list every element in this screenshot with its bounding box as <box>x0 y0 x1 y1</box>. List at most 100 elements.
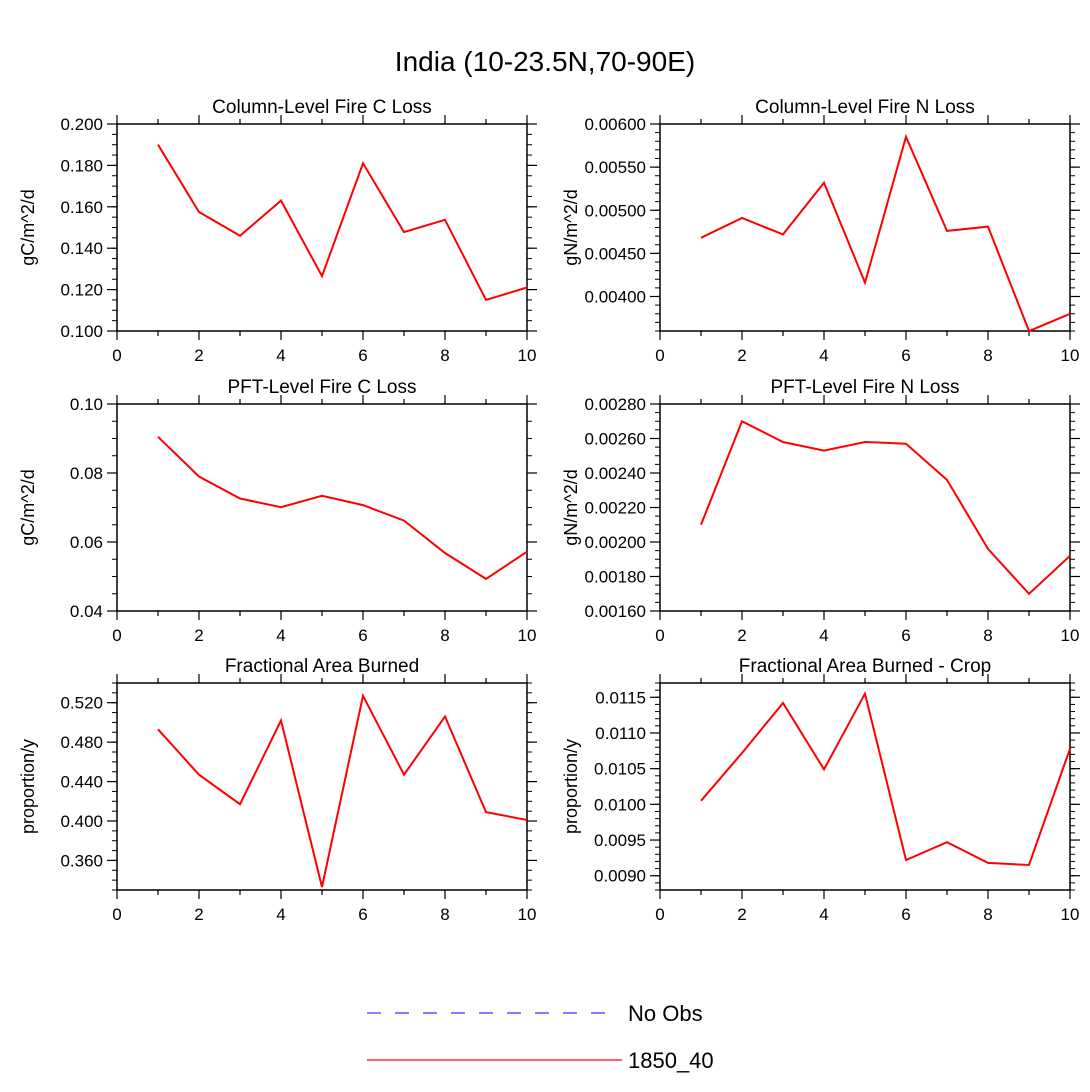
x-tick-label: 2 <box>737 905 746 924</box>
x-tick-label: 0 <box>655 346 664 365</box>
x-tick-label: 6 <box>358 626 367 645</box>
x-tick-label: 0 <box>655 626 664 645</box>
panel-title: PFT-Level Fire N Loss <box>771 377 960 398</box>
x-tick-label: 4 <box>819 346 828 365</box>
y-tick-label: 0.00280 <box>585 395 646 414</box>
panel-4: PFT-Level Fire N Loss gN/m^2/d 0 2 4 6 8 10 0.00… <box>561 377 1080 645</box>
y-tick-label: 0.360 <box>60 851 103 870</box>
y-tick-label: 0.00160 <box>585 602 646 621</box>
x-tick-label: 4 <box>819 905 828 924</box>
series-line-1850-40 <box>700 419 1071 596</box>
x-tick-label: 10 <box>518 905 537 924</box>
y-tick-label: 0.0095 <box>594 831 646 850</box>
plot-frame <box>659 403 1071 612</box>
legend-label-no-obs: No Obs <box>628 1001 703 1026</box>
x-tick-label: 10 <box>1061 626 1080 645</box>
y-tick-label: 0.00240 <box>585 464 646 483</box>
x-tick-label: 0 <box>655 905 664 924</box>
panel-title: Fractional Area Burned - Crop <box>739 656 991 677</box>
y-tick-label: 0.180 <box>60 156 103 175</box>
x-tick-label: 8 <box>440 905 449 924</box>
y-tick-label: 0.100 <box>60 322 103 341</box>
panel-title: PFT-Level Fire C Loss <box>228 377 417 398</box>
x-tick-label: 6 <box>901 626 910 645</box>
y-tick-label: 0.140 <box>60 239 103 258</box>
panel-5: Fractional Area Burned proportion/y 0 2 4 6 8 1… <box>18 656 537 924</box>
y-tick-label: 0.0115 <box>595 688 646 707</box>
series-line-1850-40 <box>700 690 1071 867</box>
y-tick-label: 0.00260 <box>585 430 646 449</box>
x-tick-label: 6 <box>901 346 910 365</box>
panel-1: Column-Level Fire C Loss gC/m^2/d 0 2 4 6 8 10 0… <box>18 97 537 365</box>
x-tick-label: 2 <box>194 905 203 924</box>
y-tick-label: 0.00220 <box>585 499 646 518</box>
series-line-1850-40 <box>157 692 528 888</box>
panel-title: Column-Level Fire C Loss <box>212 97 432 118</box>
x-tick-label: 0 <box>112 626 121 645</box>
y-tick-label: 0.200 <box>60 115 103 134</box>
x-tick-label: 10 <box>1061 346 1080 365</box>
y-axis-label: gC/m^2/d <box>18 189 38 265</box>
series-line-1850-40 <box>157 436 528 581</box>
y-tick-label: 0.00550 <box>585 158 646 177</box>
y-tick-label: 0.04 <box>70 602 103 621</box>
y-tick-label: 0.00450 <box>585 244 646 263</box>
y-tick-label: 0.480 <box>60 733 103 752</box>
x-tick-label: 6 <box>901 905 910 924</box>
y-tick-label: 0.00200 <box>585 533 646 552</box>
legend: No Obs 1850_40 <box>367 1001 714 1073</box>
x-tick-label: 2 <box>194 346 203 365</box>
x-tick-label: 4 <box>276 905 285 924</box>
y-tick-label: 0.0105 <box>594 760 646 779</box>
x-tick-label: 10 <box>518 346 537 365</box>
figure-title: India (10-23.5N,70-90E) <box>395 46 695 77</box>
y-axis-label: proportion/y <box>561 739 581 834</box>
y-tick-label: 0.0100 <box>594 795 646 814</box>
y-tick-label: 0.08 <box>70 464 103 483</box>
y-axis-label: proportion/y <box>18 739 38 834</box>
y-tick-label: 0.0110 <box>595 724 646 743</box>
x-tick-label: 10 <box>518 626 537 645</box>
y-axis-label: gN/m^2/d <box>561 469 581 545</box>
x-tick-label: 4 <box>819 626 828 645</box>
x-tick-label: 8 <box>440 626 449 645</box>
x-tick-label: 2 <box>737 626 746 645</box>
panel-title: Column-Level Fire N Loss <box>755 97 975 118</box>
x-tick-label: 8 <box>983 905 992 924</box>
x-tick-label: 8 <box>440 346 449 365</box>
panel-title: Fractional Area Burned <box>225 656 419 677</box>
x-tick-label: 2 <box>194 626 203 645</box>
x-tick-label: 10 <box>1061 905 1080 924</box>
y-tick-label: 0.06 <box>70 533 103 552</box>
panel-2: Column-Level Fire N Loss gN/m^2/d 0 2 4 6 8 10 0… <box>561 97 1080 365</box>
legend-label-1850-40: 1850_40 <box>628 1048 714 1073</box>
y-tick-label: 0.10 <box>70 395 103 414</box>
x-tick-label: 8 <box>983 626 992 645</box>
x-tick-label: 6 <box>358 346 367 365</box>
y-tick-label: 0.120 <box>60 281 103 300</box>
panel-6: Fractional Area Burned - Crop proportion/… <box>561 656 1080 924</box>
panel-3: PFT-Level Fire C Loss gC/m^2/d 0 2 4 6 8 10 0.04… <box>18 377 537 645</box>
series-line-1850-40 <box>700 133 1071 333</box>
panels: Column-Level Fire C Loss gC/m^2/d 0 2 4 6 8 10 0… <box>18 97 1080 924</box>
y-tick-label: 0.520 <box>60 694 103 713</box>
x-tick-label: 6 <box>358 905 367 924</box>
x-tick-label: 8 <box>983 346 992 365</box>
plot-frame <box>116 123 528 332</box>
x-tick-label: 4 <box>276 346 285 365</box>
y-tick-label: 0.00600 <box>585 115 646 134</box>
x-tick-label: 0 <box>112 346 121 365</box>
plot-frame <box>659 682 1071 891</box>
y-tick-label: 0.00180 <box>585 568 646 587</box>
y-axis-label: gC/m^2/d <box>18 469 38 545</box>
y-axis-label: gN/m^2/d <box>561 189 581 265</box>
y-tick-label: 0.00500 <box>585 201 646 220</box>
x-tick-label: 4 <box>276 626 285 645</box>
y-tick-label: 0.00400 <box>585 288 646 307</box>
plot-frame <box>116 403 528 612</box>
y-tick-label: 0.0090 <box>594 867 646 886</box>
y-tick-label: 0.400 <box>60 812 103 831</box>
x-tick-label: 2 <box>737 346 746 365</box>
x-tick-label: 0 <box>112 905 121 924</box>
